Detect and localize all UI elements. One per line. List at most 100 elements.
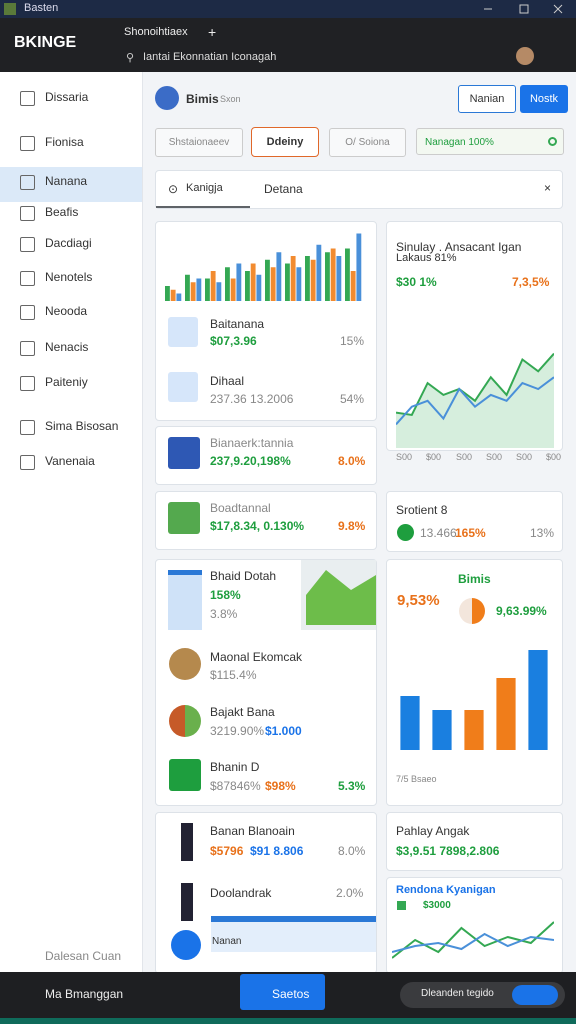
icon: [168, 372, 198, 402]
nav-icon: [20, 305, 35, 320]
avatar[interactable]: [516, 47, 534, 65]
text: 7/5 Bsaeo: [396, 774, 437, 784]
nav-icon: [20, 91, 35, 106]
task-button-bg: [240, 974, 325, 1010]
nav-icon: [20, 455, 35, 470]
card: [155, 426, 377, 485]
nav-item[interactable]: Dissaria: [45, 90, 89, 104]
person: [181, 883, 193, 921]
bar: [225, 267, 230, 301]
x-tick-label: S00: [396, 452, 413, 462]
address-bar[interactable]: Iantai Ekonnatian Iconagah: [143, 51, 277, 63]
bar: [230, 278, 236, 301]
nav-item[interactable]: Nanana: [45, 174, 88, 188]
nav-item[interactable]: Beafis: [45, 205, 79, 219]
text: 165%: [455, 526, 486, 540]
text: $3,9.51 7898,2.806: [396, 844, 500, 858]
filter[interactable]: Nanagan 100%: [416, 128, 564, 155]
icon: [169, 759, 201, 791]
chart: [392, 921, 554, 959]
tab[interactable]: Detana: [264, 182, 303, 196]
text: $3000: [423, 900, 451, 911]
nav-icon: [20, 341, 35, 356]
text: 54%: [340, 392, 365, 406]
nav-item[interactable]: Nenotels: [45, 270, 93, 284]
strip: [0, 1018, 576, 1024]
bar: [290, 256, 296, 301]
pie-icon: [459, 598, 485, 624]
tab-active: [156, 171, 250, 208]
text: Doolandrak: [210, 886, 272, 900]
window-title: Basten: [24, 2, 59, 14]
icon: [168, 317, 198, 347]
text: Sinulay . Ansacant Igan: [396, 240, 522, 254]
text: Nanan: [212, 936, 242, 947]
bar: [185, 274, 190, 301]
text: $1.000: [265, 724, 302, 738]
nav-item[interactable]: Paiteniy: [45, 375, 88, 389]
text: $30 1%: [396, 275, 437, 289]
bar: [325, 252, 330, 301]
x-tick-label: $00: [546, 452, 562, 462]
x-tick-label: S00: [516, 452, 533, 462]
bar: [432, 710, 452, 750]
bar: [400, 696, 420, 750]
close[interactable]: ×: [544, 181, 552, 195]
text: Srotient 8: [396, 503, 448, 517]
button[interactable]: Nanian: [458, 85, 516, 113]
new-tab[interactable]: +: [208, 24, 217, 40]
nav-item[interactable]: Neooda: [45, 304, 88, 318]
nav-item[interactable]: Sima Bisosan: [45, 419, 119, 433]
bar: [190, 282, 196, 301]
text: Bhaid Dotah: [210, 569, 277, 583]
person: [181, 823, 193, 861]
bar: [316, 244, 322, 301]
sidebar: [0, 72, 143, 972]
bar: [205, 278, 210, 301]
text: $17,8.34, 0.130%: [210, 519, 305, 533]
nav-icon: [20, 136, 35, 151]
button[interactable]: Nostk: [520, 85, 568, 113]
nav-item[interactable]: Dalesan Cuan: [45, 949, 122, 963]
nav-icon: [20, 206, 35, 221]
filter[interactable]: Ddeiny: [251, 127, 319, 157]
nav-item[interactable]: Dacdiagi: [45, 236, 92, 250]
bar: [345, 248, 350, 301]
text: 9,53%: [397, 592, 440, 609]
text: 8.0%: [338, 844, 366, 858]
status-dot: [548, 137, 557, 146]
tab[interactable]: Kanigja: [186, 182, 223, 194]
filter[interactable]: Shstaionaeev: [155, 128, 243, 157]
nav-item[interactable]: Nenacis: [45, 340, 89, 354]
title-bar: Basten: [0, 0, 576, 18]
nav-item[interactable]: Fionisa: [45, 135, 84, 149]
text: Ma Bmanggan: [45, 987, 124, 1001]
text: 237,9.20,198%: [210, 454, 291, 468]
text: $5796: [210, 844, 244, 858]
badge: [171, 930, 201, 960]
nav-icon: [20, 420, 35, 435]
text: Maonal Ekomcak: [210, 650, 303, 664]
bar: [285, 263, 290, 301]
bar: [210, 271, 216, 301]
card: [155, 491, 377, 550]
browser-tab[interactable]: Shonoihtiaex: [124, 26, 188, 38]
nav-icon: [20, 376, 35, 391]
bar: [245, 271, 250, 301]
bar: [165, 286, 170, 301]
window-controls[interactable]: [480, 2, 570, 16]
card: [155, 559, 377, 806]
bar: [236, 263, 242, 301]
nav-selected: [0, 167, 142, 202]
profile-sub: Sxon: [220, 94, 241, 104]
text: 2.0%: [336, 886, 364, 900]
pill-btn[interactable]: [512, 985, 558, 1005]
profile-name: Bimis: [186, 92, 219, 106]
text: $91 8.806: [250, 844, 304, 858]
card: [155, 812, 377, 974]
text: Bianaerk:tannia: [210, 436, 294, 450]
line: [392, 921, 554, 959]
filter[interactable]: O/ Soiona: [329, 128, 406, 157]
nav-item[interactable]: Vanenaia: [45, 454, 95, 468]
